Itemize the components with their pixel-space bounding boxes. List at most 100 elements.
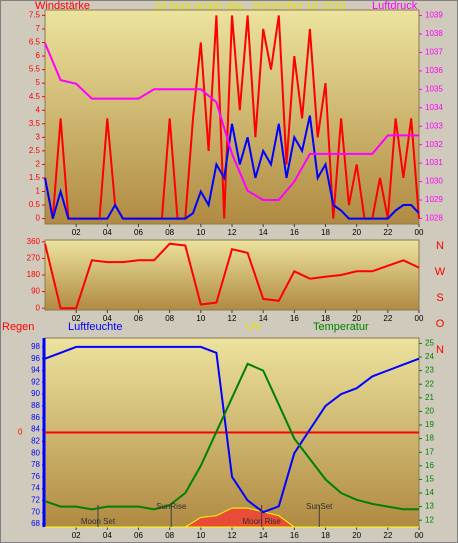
y-tick-label: 0 [36,214,41,223]
x-tick-label: 04 [103,314,112,323]
x-tick-label: 20 [352,531,361,540]
x-tick-label: 20 [352,314,361,323]
x-tick-label: 00 [415,531,424,540]
y2-tick-label: 1034 [425,103,443,112]
y-tick-label: 180 [27,270,41,279]
y-tick-label: 270 [27,254,41,263]
y2-tick-label: 17 [425,447,434,456]
y-tick-label: 72 [31,496,40,505]
x-tick-label: 06 [134,531,143,540]
y-tick-label: 3.5 [29,119,41,128]
area [45,507,419,528]
y-tick-label: 360 [27,237,41,246]
y2-tick-label: 20 [425,407,434,416]
y-tick-label: 68 [31,519,40,528]
x-tick-label: 10 [196,531,205,540]
y-tick-label: 7 [36,24,41,33]
y2-tick-label: 21 [425,393,434,402]
compass-label: W [435,266,446,278]
y-tick-label: 2.5 [29,146,41,155]
y2-tick-label: 1036 [425,66,443,75]
y2-tick-label: 25 [425,339,434,348]
y2-tick-label: 14 [425,488,434,497]
y2-tick-label: 24 [425,352,434,361]
y-tick-label: 7.5 [29,11,41,20]
x-tick-label: 04 [103,531,112,540]
x-tick-label: 12 [228,228,237,237]
x-tick-label: 18 [321,531,330,540]
y-tick-label: 88 [31,401,40,410]
x-tick-label: 02 [72,228,81,237]
x-tick-label: 00 [415,314,424,323]
y-tick-label: 86 [31,413,40,422]
y-tick-label: 0 [36,303,41,312]
x-tick-label: 16 [290,228,299,237]
axis-label: Luftdruck [372,0,418,12]
y2-tick-label: 1035 [425,84,443,93]
axis-label: UV [246,321,262,333]
y-tick-label: 90 [31,287,40,296]
y-tick-label: 98 [31,342,40,351]
annotation: SunRise [156,502,187,511]
y2-tick-label: 13 [425,502,434,511]
x-tick-label: 16 [290,314,299,323]
x-tick-label: 10 [196,314,205,323]
y-tick-label: 2 [36,160,41,169]
x-tick-label: 04 [103,228,112,237]
y-tick-label: 94 [31,366,40,375]
y-tick-label: 1.5 [29,173,41,182]
x-tick-label: 22 [383,314,392,323]
y-tick-label: 82 [31,436,40,445]
x-tick-label: 14 [259,531,268,540]
y2-tick-label: 15 [425,475,434,484]
y-tick-label: 1 [36,187,41,196]
x-tick-label: 02 [72,531,81,540]
y2-tick-label: 1031 [425,158,443,167]
y2-tick-label: 19 [425,420,434,429]
y2-tick-label: 23 [425,366,434,375]
x-tick-label: 18 [321,314,330,323]
line [44,242,420,310]
axis-label: Windstärke [35,0,90,12]
axis-label: Luftfeuchte [68,321,122,333]
annotation: SunSet [306,502,333,511]
y-tick-label: 80 [31,448,40,457]
x-tick-label: 12 [228,314,237,323]
y-tick-label: 70 [31,507,40,516]
y-tick-label: 76 [31,472,40,481]
y-tick-label: 3 [36,132,41,141]
x-tick-label: 08 [165,314,174,323]
y2-tick-label: 12 [425,515,434,524]
x-tick-label: 00 [415,228,424,237]
x-tick-label: 12 [228,531,237,540]
y2-tick-label: 1030 [425,177,443,186]
y-tick-label: 74 [31,484,40,493]
x-tick-label: 08 [165,531,174,540]
y2-tick-label: 16 [425,461,434,470]
y2-tick-label: 1037 [425,48,443,57]
y2-tick-label: 1028 [425,214,443,223]
annotation: Moon Set [81,517,116,526]
x-tick-label: 14 [259,228,268,237]
y-tick-label: 0.5 [29,200,41,209]
compass-label: S [436,292,443,304]
x-tick-label: 06 [134,314,143,323]
axis-label: Regen [2,321,34,333]
y2-tick-label: 22 [425,379,434,388]
y-tick-label: 78 [31,460,40,469]
y-tick-label: 4 [36,105,41,114]
line [44,345,420,514]
x-tick-label: 20 [352,228,361,237]
y2-tick-label: 1032 [425,140,443,149]
line [44,15,420,220]
annotation: Moon Rise [242,517,281,526]
y2-tick-label: 1029 [425,195,443,204]
x-tick-label: 22 [383,228,392,237]
x-tick-label: 18 [321,228,330,237]
compass-label: N [436,240,444,252]
line [44,42,419,201]
y-tick-label: 6.5 [29,38,41,47]
x-tick-label: 16 [290,531,299,540]
y-tick-label: 92 [31,377,40,386]
y-tick-label: 5.5 [29,65,41,74]
